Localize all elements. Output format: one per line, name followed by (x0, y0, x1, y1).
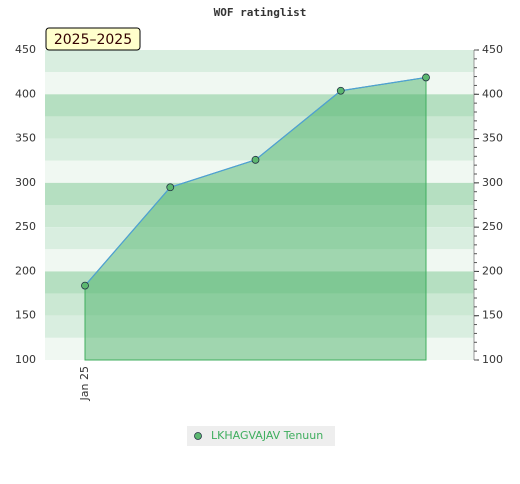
legend-marker (194, 432, 202, 440)
stripe (45, 271, 474, 294)
point (336, 86, 345, 95)
stripe (45, 50, 474, 73)
legend-label: LKHAGVAJAV Tenuun (211, 429, 323, 442)
point (251, 155, 260, 164)
y2-tick-label: 150 (482, 309, 503, 322)
stripe (45, 249, 474, 272)
y-tick-label: 450 (15, 43, 36, 56)
y2-tick-label: 400 (482, 87, 503, 100)
stripe (45, 205, 474, 228)
stripe (45, 227, 474, 250)
annotation-box (45, 27, 141, 51)
y2-tick-label: 200 (482, 264, 503, 277)
y2-tick-label: 300 (482, 176, 503, 189)
stripe (45, 182, 474, 205)
y-tick-label: 350 (15, 132, 36, 145)
y2-tick-label: 100 (482, 353, 503, 366)
stripe (45, 94, 474, 117)
point (166, 183, 175, 192)
y-tick-label: 150 (15, 309, 36, 322)
stripe (45, 315, 474, 338)
y-tick-label: 200 (15, 264, 36, 277)
chart-title: WOF ratinglist (214, 6, 307, 19)
y-tick-label: 300 (15, 176, 36, 189)
stripe (45, 116, 474, 139)
y2-tick-label: 350 (482, 132, 503, 145)
legend (187, 426, 335, 446)
plot-background: 100 150 200 250 300 350 400 450 100 150 200 250 300 3… (15, 43, 503, 401)
plot (81, 73, 430, 361)
stripe (45, 293, 474, 316)
y-tick-label: 100 (15, 353, 36, 366)
y2-tick-label: 450 (482, 43, 503, 56)
point (81, 281, 89, 290)
point (422, 73, 430, 82)
stripe (45, 72, 474, 95)
y2-tick-label: 250 (482, 220, 503, 233)
stripe (45, 337, 474, 360)
x-tick-label: Jan 25 (78, 366, 91, 401)
annotation: 2025–2025 (54, 32, 132, 48)
y-tick-label: 250 (15, 220, 36, 233)
stripe (45, 138, 474, 161)
y-tick-label: 400 (15, 87, 36, 100)
stripe (45, 160, 474, 183)
